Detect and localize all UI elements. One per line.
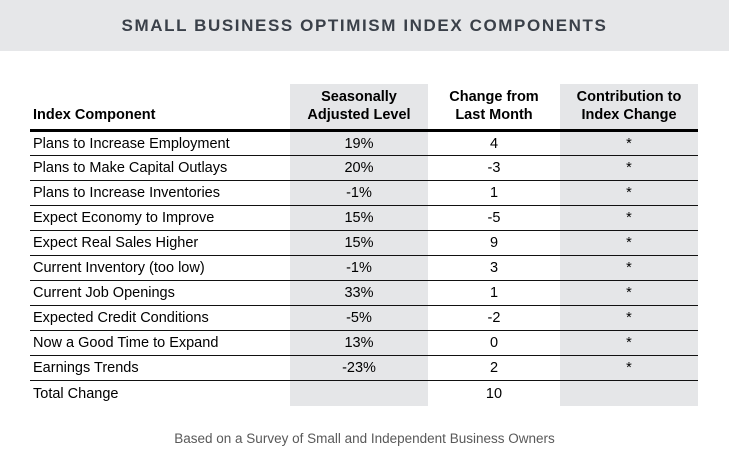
cell-contribution-to-index-change: * [560,280,698,307]
cell-seasonally-adjusted-level: -1% [290,180,428,207]
cell-index-component: Expect Economy to Improve [30,205,290,232]
table-row: Current Job Openings 33% 1 * [30,280,698,307]
cell-change-from-last-month: 1 [428,280,560,307]
table-row: Expected Credit Conditions -5% -2 * [30,305,698,332]
cell-change-from-last-month: -3 [428,155,560,182]
cell-contribution-to-index-change: * [560,130,698,157]
cell-seasonally-adjusted-level: 19% [290,130,428,157]
cell-change-from-last-month: 1 [428,180,560,207]
table-row: Expect Real Sales Higher 15% 9 * [30,230,698,257]
col-header-index-component: Index Component [30,84,290,133]
page-title: SMALL BUSINESS OPTIMISM INDEX COMPONENTS [121,15,608,35]
cell-change-from-last-month: 3 [428,255,560,282]
col-header-label: Adjusted Level [307,107,411,124]
col-header-change-from-last-month: Change from Last Month [428,84,560,133]
table-row: Total Change 10 [30,380,698,406]
cell-contribution-to-index-change: * [560,155,698,182]
optimism-index-table: Index Component Seasonally Adjusted Leve… [30,84,698,406]
cell-change-from-last-month: -2 [428,305,560,332]
cell-change-from-last-month: 10 [485,385,503,402]
col-header-label: Index Component [33,107,156,124]
cell-seasonally-adjusted-level: 20% [290,155,428,182]
cell-contribution-to-index-change [560,380,698,406]
cell-contribution-to-index-change: * [560,205,698,232]
footer: Based on a Survey of Small and Independe… [0,431,729,446]
col-header-label: Last Month [455,107,533,124]
table-row: Plans to Increase Inventories -1% 1 * [30,180,698,207]
col-header-seasonally-adjusted-level: Seasonally Adjusted Level [290,84,428,133]
cell-index-component: Earnings Trends [30,355,290,382]
cell-seasonally-adjusted-level: 15% [290,205,428,232]
cell-seasonally-adjusted-level: 33% [290,280,428,307]
cell-index-component: Current Job Openings [30,280,290,307]
title-bar: SMALL BUSINESS OPTIMISM INDEX COMPONENTS [0,0,729,51]
cell-contribution-to-index-change: * [560,355,698,382]
table-row: Plans to Make Capital Outlays 20% -3 * [30,155,698,182]
table-row: Expect Economy to Improve 15% -5 * [30,205,698,232]
col-header-label: Seasonally [321,89,397,105]
cell-change-from-last-month: 9 [428,230,560,257]
col-header-label: Change from [449,89,539,105]
cell-contribution-to-index-change: * [560,180,698,207]
cell-seasonally-adjusted-level: -1% [290,255,428,282]
cell-change-from-last-month: 2 [428,355,560,382]
cell-seasonally-adjusted-level: 15% [290,230,428,257]
cell-seasonally-adjusted-level: -5% [290,305,428,332]
cell-index-component: Plans to Increase Employment [30,130,290,157]
col-header-label: Index Change [581,107,677,124]
cell-index-component: Now a Good Time to Expand [30,330,290,357]
cell-index-component: Expect Real Sales Higher [30,230,290,257]
table-row: Current Inventory (too low) -1% 3 * [30,255,698,282]
table-row: Now a Good Time to Expand 13% 0 * [30,330,698,357]
cell-index-component: Current Inventory (too low) [30,255,290,282]
table-area: Index Component Seasonally Adjusted Leve… [0,84,729,406]
table-row: Earnings Trends -23% 2 * [30,355,698,382]
cell-change-from-last-month: 0 [428,330,560,357]
header-row: Index Component Seasonally Adjusted Leve… [30,84,698,133]
col-header-label: Contribution to [576,89,682,105]
cell-seasonally-adjusted-level [290,380,428,406]
cell-index-component: Expected Credit Conditions [30,305,290,332]
cell-contribution-to-index-change: * [560,255,698,282]
cell-contribution-to-index-change: * [560,330,698,357]
cell-index-component: Plans to Make Capital Outlays [30,155,290,182]
cell-seasonally-adjusted-level: -23% [290,355,428,382]
cell-index-component: Total Change [33,385,119,402]
col-header-contribution-to-index-change: Contribution to Index Change [560,84,698,133]
cell-contribution-to-index-change: * [560,305,698,332]
cell-change-from-last-month: -5 [428,205,560,232]
source-note: Based on a Survey of Small and Independe… [174,430,555,446]
table-row: Plans to Increase Employment 19% 4 * [30,130,698,157]
cell-change-from-last-month: 4 [428,130,560,157]
cell-seasonally-adjusted-level: 13% [290,330,428,357]
table-body: Plans to Increase Employment 19% 4 * Pla… [30,130,698,406]
cell-contribution-to-index-change: * [560,230,698,257]
cell-index-component: Plans to Increase Inventories [30,180,290,207]
